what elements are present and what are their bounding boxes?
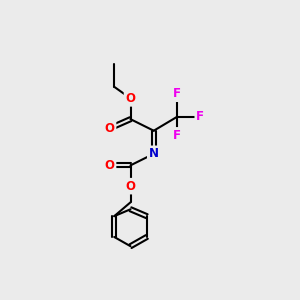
Text: N: N [149, 147, 159, 160]
Text: O: O [125, 180, 136, 193]
Text: O: O [125, 92, 136, 105]
Text: F: F [173, 129, 181, 142]
Text: F: F [196, 110, 204, 123]
Text: F: F [173, 87, 181, 100]
Text: O: O [105, 159, 115, 172]
Text: O: O [105, 122, 115, 135]
